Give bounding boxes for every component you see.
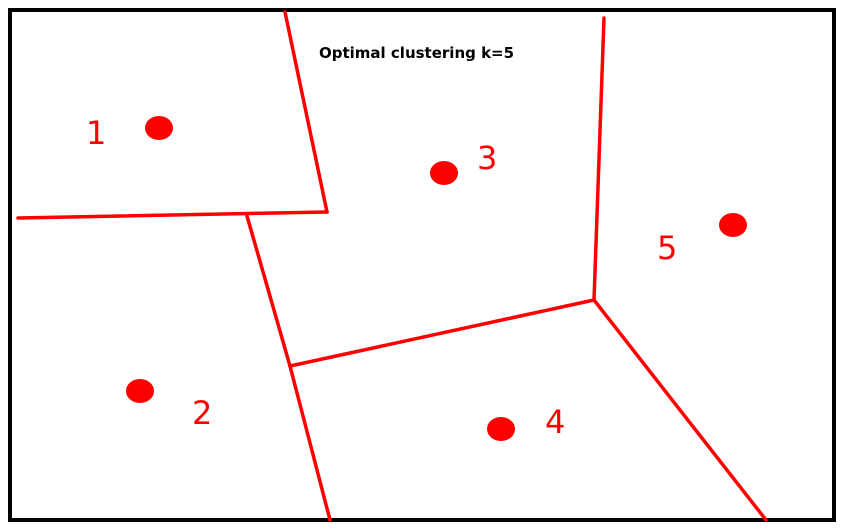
cluster-label-2: 2 (192, 394, 213, 432)
cluster-label-1: 1 (86, 114, 107, 152)
cluster-centroids (126, 116, 747, 441)
centroid-4 (487, 417, 515, 441)
boundary-line (283, 10, 329, 214)
centroid-3 (430, 161, 458, 185)
cluster-label-3: 3 (477, 139, 498, 177)
centroid-2 (126, 379, 154, 403)
diagram-border (8, 8, 836, 522)
boundary-line (245, 214, 292, 368)
cluster-label-4: 4 (545, 403, 566, 441)
boundary-line (592, 298, 768, 522)
cluster-label-5: 5 (657, 229, 678, 267)
cluster-boundaries (16, 10, 768, 522)
centroid-5 (719, 213, 747, 237)
boundary-line (592, 16, 606, 302)
boundary-line (288, 298, 596, 368)
boundary-line (16, 210, 329, 220)
diagram-title: Optimal clustering k=5 (319, 44, 515, 62)
boundary-line (288, 364, 332, 522)
centroid-1 (145, 116, 173, 140)
